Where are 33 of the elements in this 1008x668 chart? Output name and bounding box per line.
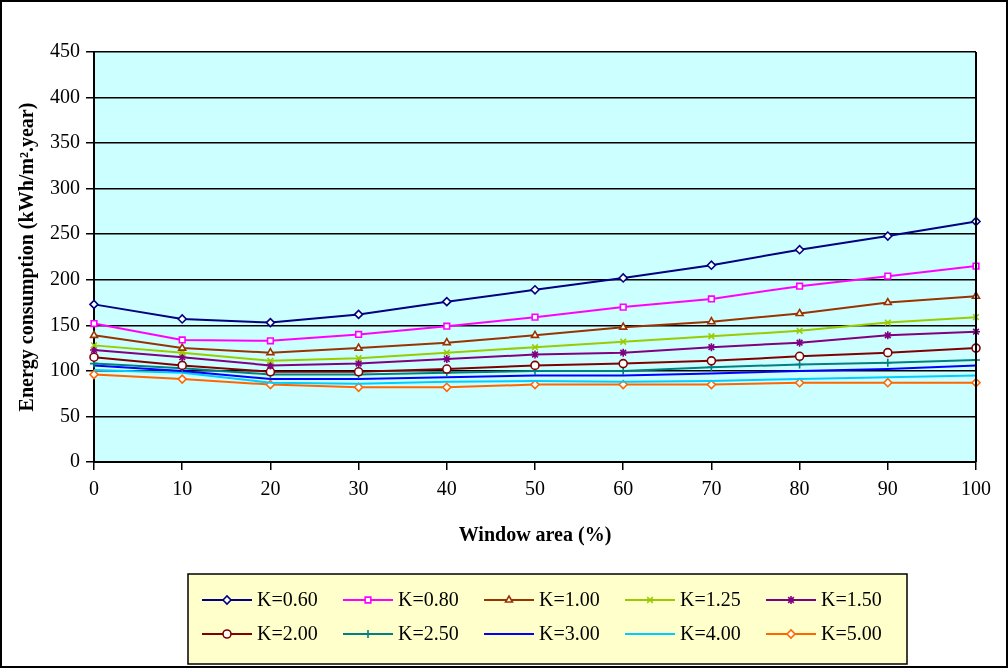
y-tick-label: 50 [60,403,80,426]
x-tick-label: 20 [260,477,281,500]
legend-label: K=2.00 [257,622,318,645]
y-tick-label: 350 [50,130,80,153]
legend-label: K=1.50 [821,588,882,611]
legend-label: K=5.00 [821,622,882,645]
x-tick-label: 70 [701,477,722,500]
y-tick-label: 300 [50,175,80,198]
legend-label: K=1.25 [680,588,741,611]
x-tick-label: 60 [613,477,634,500]
y-tick-label: 250 [50,221,80,244]
x-axis-title: Window area (%) [458,523,612,547]
x-tick-label: 40 [436,477,457,500]
x-tick-label: 10 [172,477,193,500]
y-tick-label: 200 [50,267,80,290]
x-tick-label: 100 [961,477,991,500]
x-tick-label: 0 [89,477,99,500]
y-tick-label: 150 [50,312,80,335]
legend-label: K=1.00 [539,588,600,611]
legend-label: K=2.50 [398,622,459,645]
y-tick-label: 450 [50,39,80,62]
legend-label: K=3.00 [539,622,600,645]
legend-label: K=0.80 [398,588,459,611]
x-tick-label: 90 [877,477,898,500]
x-tick-label: 50 [525,477,545,500]
legend-label: K=4.00 [680,622,741,645]
x-tick-label: 30 [348,477,369,500]
x-tick-label: 80 [789,477,810,500]
y-tick-label: 0 [70,449,80,472]
y-tick-label: 100 [50,358,80,381]
y-tick-label: 400 [50,84,80,107]
y-axis-title: Energy consumption (kWh/m².year) [15,102,39,412]
legend-label: K=0.60 [257,588,318,611]
